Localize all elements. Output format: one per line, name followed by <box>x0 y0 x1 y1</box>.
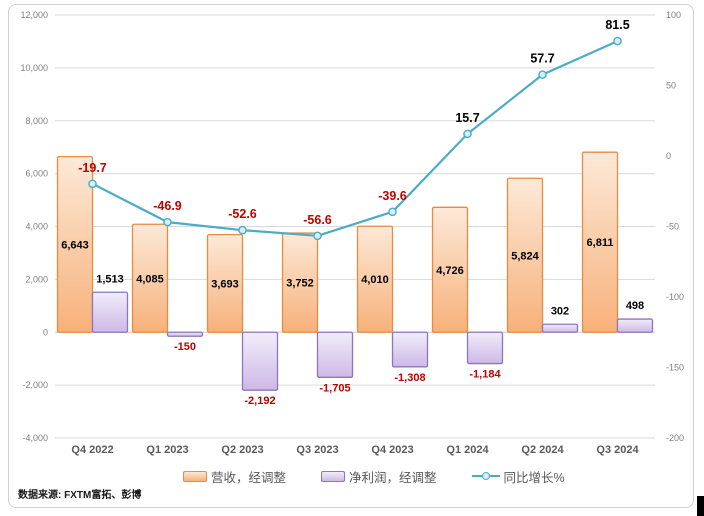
left-axis-tick: 8,000 <box>25 116 48 126</box>
yoy-growth-marker <box>238 225 247 235</box>
revenue-label: 4,726 <box>436 265 464 277</box>
yoy-growth-line <box>91 39 619 237</box>
net-profit-label: -150 <box>174 341 196 353</box>
left-axis-tick: 10,000 <box>20 63 48 73</box>
revenue-swatch-icon <box>183 470 207 482</box>
right-axis-tick: -150 <box>666 363 684 373</box>
yoy-growth-label: 57.7 <box>530 52 554 66</box>
net-profit-label: -1,705 <box>319 382 350 394</box>
category-label: Q2 2023 <box>221 444 263 456</box>
revenue-bar <box>581 151 619 333</box>
category-label: Q3 2024 <box>596 444 639 456</box>
yoy-growth-marker <box>463 129 472 139</box>
right-axis-tick: 50 <box>666 81 676 91</box>
revenue-bar <box>131 223 169 333</box>
legend-label-net-profit: 净利润，经调整 <box>349 470 437 485</box>
net-profit-label: -2,192 <box>244 395 275 407</box>
legend-item-yoy-growth: 同比增长% <box>471 467 565 486</box>
net-profit-bar <box>241 331 279 391</box>
yoy-growth-label: -52.6 <box>228 207 257 221</box>
yoy-growth-label: 15.7 <box>455 111 479 125</box>
revenue-bar <box>506 177 544 333</box>
legend-item-net-profit: 净利润，经调整 <box>321 467 437 486</box>
category-label: Q4 2022 <box>71 444 113 456</box>
category-label: Q1 2023 <box>146 444 188 456</box>
legend-label-revenue: 营收，经调整 <box>211 470 287 485</box>
yoy-growth-label: -56.6 <box>303 213 332 227</box>
net-profit-bar <box>616 318 654 333</box>
yoy-growth-label: -19.7 <box>78 161 107 175</box>
right-axis-tick: 100 <box>666 10 681 20</box>
net-profit-swatch-icon <box>321 470 346 482</box>
category-label: Q4 2023 <box>371 444 413 456</box>
net-profit-bar <box>316 331 354 378</box>
legend-label-yoy-growth: 同比增长% <box>503 470 565 485</box>
yoy-growth-marker <box>163 217 172 227</box>
category-label: Q1 2024 <box>446 444 489 456</box>
category-label: Q2 2024 <box>521 444 564 456</box>
yoy-growth-label: -46.9 <box>153 199 182 213</box>
legend-item-revenue: 营收，经调整 <box>183 467 286 486</box>
revenue-label: 3,693 <box>211 278 239 290</box>
left-axis-tick: 2,000 <box>25 274 48 284</box>
revenue-bar <box>356 225 394 333</box>
yoy-growth-label: 81.5 <box>605 18 629 32</box>
revenue-bar <box>431 206 469 333</box>
net-profit-label: -1,308 <box>394 372 425 384</box>
yoy-growth-marker <box>313 231 322 241</box>
source-note: 数据来源: FXTM富拓、彭博 <box>18 490 142 501</box>
right-axis-tick: -200 <box>666 433 684 443</box>
revenue-label: 5,824 <box>511 250 539 262</box>
revenue-label: 3,752 <box>286 278 314 290</box>
cursor-artifact <box>697 496 704 516</box>
revenue-label: 4,010 <box>361 274 389 286</box>
right-axis-tick: 0 <box>666 151 671 161</box>
yoy-growth-marker <box>88 179 97 189</box>
right-axis-tick: -50 <box>666 222 679 232</box>
revenue-bar <box>281 232 319 333</box>
left-axis-tick: 0 <box>43 327 48 337</box>
category-label: Q3 2023 <box>296 444 338 456</box>
yoy-growth-label: -39.6 <box>378 189 407 203</box>
net-profit-bar <box>541 323 579 333</box>
left-axis-tick: -2,000 <box>22 380 48 390</box>
chart-legend: 营收，经调整 净利润，经调整 同比增长% <box>183 466 565 486</box>
chart-frame <box>8 4 694 508</box>
yoy-growth-marker <box>538 70 547 79</box>
revenue-bar <box>206 233 244 333</box>
net-profit-label: 302 <box>551 305 569 317</box>
revenue-bar <box>56 155 94 333</box>
net-profit-bar <box>391 331 429 368</box>
yoy-growth-marker <box>613 36 622 46</box>
right-axis-tick: -100 <box>666 292 684 302</box>
yoy-growth-line-icon <box>471 471 500 481</box>
net-profit-bar <box>466 331 504 365</box>
left-axis-tick: 6,000 <box>25 169 48 179</box>
yoy-growth-marker <box>388 207 397 217</box>
left-axis-tick: -4,000 <box>22 433 48 443</box>
left-axis-tick: 4,000 <box>25 222 48 232</box>
net-profit-label: -1,184 <box>469 369 501 381</box>
net-profit-label: 1,513 <box>96 273 124 285</box>
net-profit-label: 498 <box>626 300 644 312</box>
left-axis-tick: 12,000 <box>20 10 48 20</box>
net-profit-bar <box>166 331 204 337</box>
revenue-label: 6,643 <box>61 239 89 251</box>
net-profit-bar <box>91 291 129 333</box>
revenue-label: 6,811 <box>587 237 614 249</box>
revenue-label: 4,085 <box>136 273 164 285</box>
